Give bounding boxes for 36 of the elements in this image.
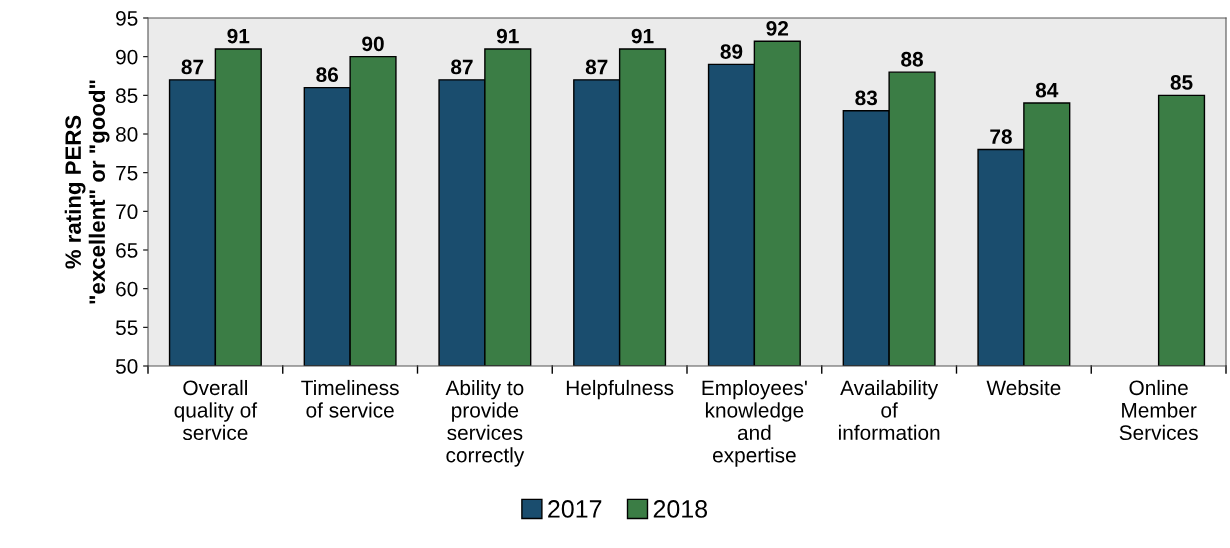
x-tick-label: Helpfulness: [566, 379, 674, 400]
x-tick-label: Ability to provide services correctly: [445, 379, 525, 467]
legend-label: 2017: [548, 500, 602, 518]
data-label: 84: [1035, 82, 1059, 98]
data-label: 92: [766, 20, 789, 36]
x-tick-label: Online Member Services: [1119, 379, 1198, 441]
data-label: 87: [585, 59, 608, 75]
y-tick-label: 75: [116, 165, 138, 181]
x-tick-label: Employees' knowledge and expertise: [702, 379, 807, 467]
data-label: 91: [631, 28, 654, 44]
y-tick-label: 90: [116, 49, 138, 65]
y-tick-label: 60: [116, 281, 138, 297]
x-tick-label: Timeliness of service: [301, 379, 399, 418]
data-label: 78: [990, 129, 1012, 144]
x-tick-label: Website: [986, 379, 1061, 396]
data-label: 91: [227, 28, 250, 44]
data-label: 85: [1170, 75, 1193, 90]
y-tick-label: 80: [116, 127, 138, 142]
data-label: 91: [496, 28, 519, 44]
y-axis-title: % rating PERS "excellent" or "good": [64, 80, 110, 304]
data-label: 87: [451, 59, 473, 75]
y-tick-label: 95: [116, 11, 138, 26]
y-tick-label: 85: [116, 88, 138, 104]
y-tick-label: 50: [115, 359, 138, 374]
data-label: 86: [316, 67, 339, 83]
data-label: 87: [181, 59, 204, 75]
data-label: 83: [855, 90, 878, 106]
y-tick-label: 70: [116, 204, 138, 220]
x-tick-label: Overall quality of service: [174, 379, 258, 441]
data-label: 89: [720, 44, 743, 59]
legend-label: 2018: [653, 500, 708, 518]
data-label: 88: [901, 51, 923, 67]
x-tick-label: Availability of information: [838, 379, 940, 441]
y-tick-label: 55: [115, 320, 138, 336]
data-label: 90: [362, 36, 384, 52]
y-tick-label: 65: [116, 243, 138, 258]
